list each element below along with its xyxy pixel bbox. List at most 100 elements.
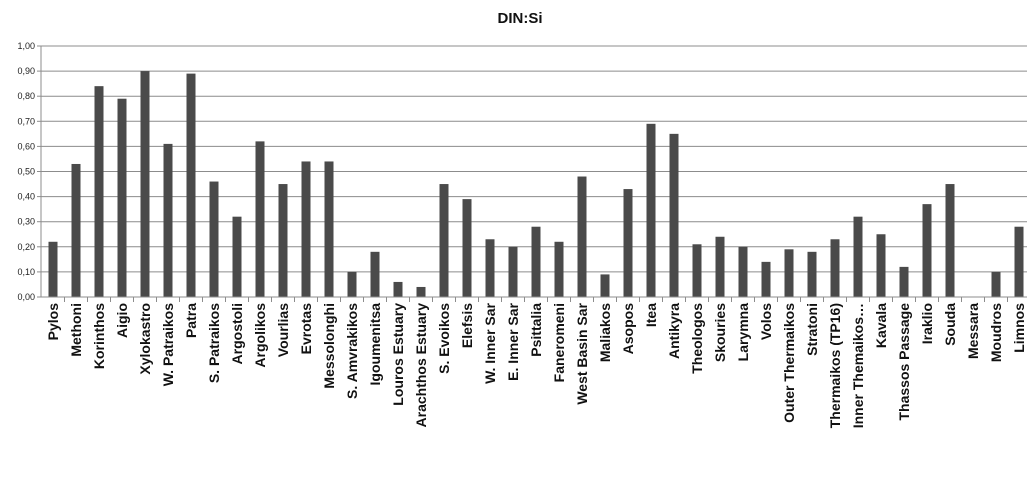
bar: [853, 216, 863, 297]
x-tick-label: Moudros: [988, 303, 1004, 362]
x-tick-label: Asopos: [620, 303, 636, 355]
bar: [876, 234, 886, 297]
x-tick-label: Faneromeni: [551, 303, 567, 382]
x-tick-label: Stratoni: [804, 303, 820, 356]
bar: [255, 141, 265, 297]
x-tick-label: Larymna: [735, 303, 751, 362]
x-tick-label: W. Patraikos: [160, 303, 176, 386]
y-tick-label: 0,40: [17, 192, 35, 202]
bar: [209, 181, 219, 297]
bar: [301, 161, 311, 297]
y-tick-label: 0,90: [17, 66, 35, 76]
bar: [945, 184, 955, 297]
gridlines: [41, 45, 1027, 273]
x-tick-label: Aigio: [114, 303, 130, 338]
bar: [278, 184, 288, 297]
bar: [370, 251, 380, 297]
x-tick-label: Methoni: [68, 303, 84, 357]
x-tick-label: Volos: [758, 303, 774, 340]
bar: [554, 241, 564, 297]
y-tick-label: 0,80: [17, 91, 35, 101]
bar: [991, 271, 1001, 297]
axes: [40, 46, 1027, 298]
bar: [669, 133, 679, 297]
x-tick-label: Argostoli: [229, 303, 245, 364]
bar: [462, 199, 472, 297]
x-tick-label: S. Patraikos: [206, 303, 222, 383]
x-tick-label: Messara: [965, 303, 981, 359]
bar: [232, 216, 242, 297]
x-tick-label: Skouries: [712, 303, 728, 362]
x-tick-label: Limnos: [1011, 303, 1027, 353]
x-tick-label: S. Amvrakikos: [344, 303, 360, 399]
x-tick-label: S. Evoikos: [436, 303, 452, 374]
y-tick-label: 0,50: [17, 167, 35, 177]
x-tick-label: Iraklio: [919, 303, 935, 344]
bar: [807, 251, 817, 297]
bar: [1014, 226, 1024, 297]
bar: [531, 226, 541, 297]
bar: [485, 239, 495, 297]
x-axis-tick-labels: Pylos Methoni Korinthos Aigio Xylokastro W. P…: [45, 297, 1027, 428]
bar: [347, 271, 357, 297]
bar: [140, 71, 150, 297]
y-tick-label: 0,20: [17, 242, 35, 252]
y-tick-label: 0,10: [17, 267, 35, 277]
x-tick-label: Outer Thermaikos: [781, 303, 797, 423]
x-tick-label: Louros Estuary: [390, 303, 406, 406]
x-tick-label: Pylos: [45, 303, 61, 341]
bar: [71, 163, 81, 297]
bar: [117, 98, 127, 298]
bar: [784, 249, 794, 297]
x-tick-label: Igoumenitsa: [367, 303, 383, 386]
bar: [186, 73, 196, 297]
bar: [761, 261, 771, 297]
bar: [416, 286, 426, 297]
x-tick-label: Kavala: [873, 303, 889, 348]
x-tick-label: Thermaikos (TP16): [827, 303, 843, 428]
bar: [922, 204, 932, 297]
bar: [94, 86, 104, 297]
x-tick-label: Messolonghi: [321, 303, 337, 389]
x-tick-label: Maliakos: [597, 303, 613, 362]
chart-title: DIN:Si: [498, 10, 543, 27]
y-tick-label: 0,00: [17, 292, 35, 302]
bar: [899, 266, 909, 297]
bars: [48, 71, 1024, 298]
x-tick-label: Argolikos: [252, 303, 268, 368]
y-tick-label: 0,70: [17, 116, 35, 126]
bar: [163, 143, 173, 297]
x-tick-label: Inner Themaikos…: [850, 303, 866, 428]
x-tick-label: Thassos Passage: [896, 303, 912, 421]
x-tick-label: Korinthos: [91, 303, 107, 369]
bar: [48, 241, 58, 297]
bar: [508, 246, 518, 297]
bar: [439, 184, 449, 297]
bar: [646, 123, 656, 297]
bar: [577, 176, 587, 297]
x-tick-label: Xylokastro: [137, 303, 153, 375]
x-tick-label: Theologos: [689, 303, 705, 374]
x-tick-label: Arachthos Estuary: [413, 303, 429, 428]
x-tick-label: Vourlias: [275, 303, 291, 357]
bar: [830, 239, 840, 297]
bar: [715, 236, 725, 297]
x-tick-label: Psittalia: [528, 303, 544, 357]
bar: [600, 274, 610, 297]
x-tick-label: Itea: [643, 303, 659, 327]
x-tick-label: Elefsis: [459, 303, 475, 348]
x-tick-label: E. Inner Sar: [505, 302, 521, 380]
y-tick-label: 0,30: [17, 217, 35, 227]
bar: [738, 246, 748, 297]
bar: [393, 281, 403, 297]
x-tick-label: Evrotas: [298, 303, 314, 355]
y-tick-label: 1,00: [17, 41, 35, 51]
x-tick-label: Patra: [183, 303, 199, 338]
x-tick-label: West Basin Sar: [574, 302, 590, 404]
x-tick-label: W. Inner Sar: [482, 302, 498, 383]
bar: [692, 244, 702, 297]
y-axis-ticks: 0,00 0,10 0,20 0,30 0,40 0,50 0,60 0,70 0,80 0,90…: [17, 41, 41, 302]
y-tick-label: 0,60: [17, 141, 35, 151]
